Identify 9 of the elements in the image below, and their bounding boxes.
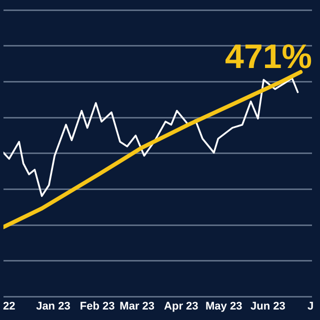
x-tick-label: 22 bbox=[2, 300, 16, 312]
annotation: 471% bbox=[225, 38, 312, 77]
x-tick-label: Apr 23 bbox=[164, 300, 198, 312]
x-tick-label: Feb 23 bbox=[80, 300, 115, 312]
x-tick-label: Jun 23 bbox=[250, 300, 286, 312]
x-tick-label: May 23 bbox=[205, 300, 242, 312]
x-tick-label: Jan 23 bbox=[36, 300, 70, 312]
x-tick-label: Mar 23 bbox=[120, 300, 155, 312]
x-tick-label: J bbox=[308, 300, 314, 312]
